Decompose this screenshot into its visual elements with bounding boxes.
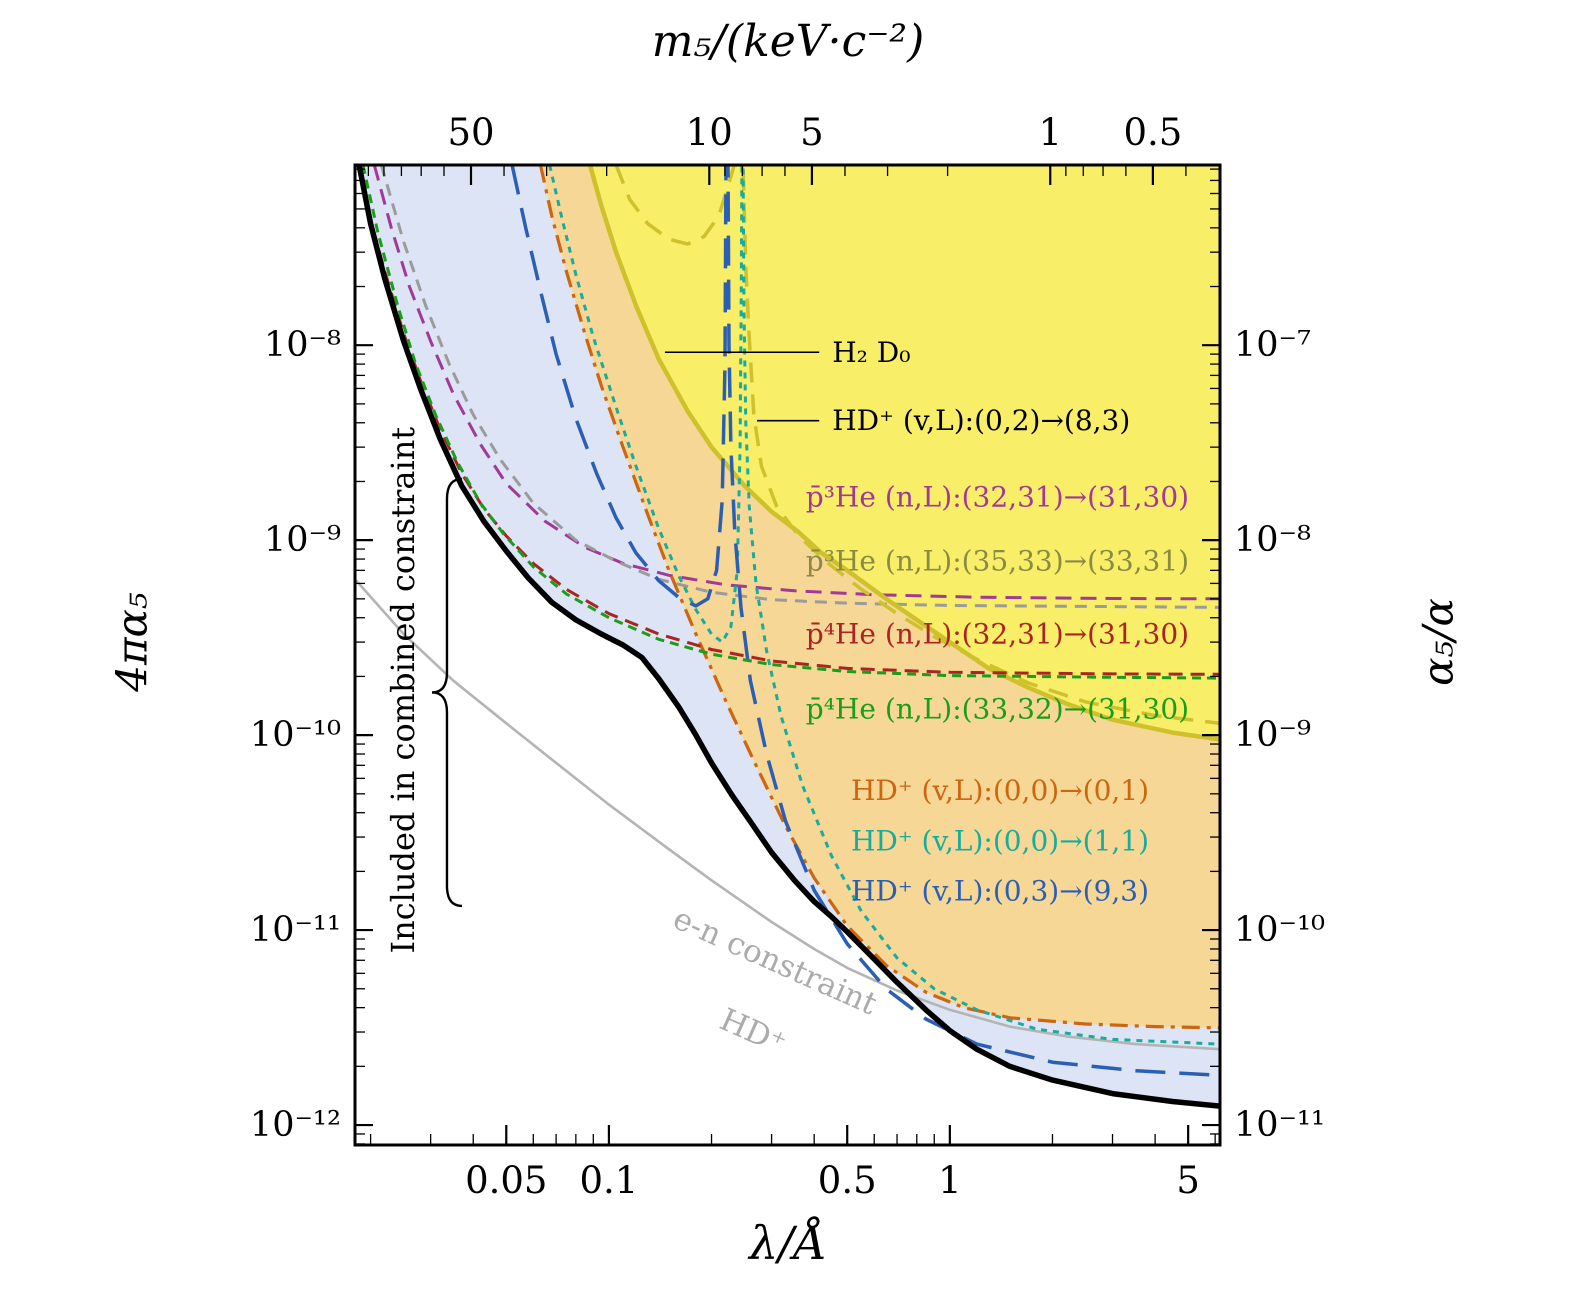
y-left-tick-label: 10⁻¹² bbox=[250, 1105, 341, 1145]
mass-tick-label: 50 bbox=[447, 111, 494, 154]
left-axis-title: 4πα₅ bbox=[107, 592, 157, 692]
label-included: Included in combined constraint bbox=[384, 427, 422, 954]
x-tick-label: 1 bbox=[938, 1159, 962, 1202]
label-p4he-3231: p̄⁴He (n,L):(32,31)→(31,30) bbox=[806, 618, 1189, 651]
right-axis-title: α₅/α bbox=[1413, 598, 1463, 686]
plot-area bbox=[355, 165, 1220, 1109]
axis-ticks bbox=[355, 165, 1220, 1145]
x-tick-label: 5 bbox=[1176, 1159, 1200, 1202]
mass-tick-label: 5 bbox=[800, 111, 824, 154]
y-left-tick-label: 10⁻¹⁰ bbox=[250, 715, 341, 755]
x-tick-label: 0.5 bbox=[818, 1159, 877, 1202]
curve-en_hd bbox=[355, 578, 1220, 1051]
curve-h2_d0 bbox=[587, 165, 1220, 742]
label-hd-0011: HD⁺ (v,L):(0,0)→(1,1) bbox=[851, 824, 1149, 857]
y-right-tick-label: 10⁻⁷ bbox=[1234, 325, 1311, 365]
label-hd-0001: HD⁺ (v,L):(0,0)→(0,1) bbox=[851, 774, 1149, 807]
mass-tick-label: 0.5 bbox=[1123, 111, 1182, 154]
label-hd-0283: HD⁺ (v,L):(0,2)→(8,3) bbox=[832, 404, 1130, 437]
curve-combined bbox=[356, 165, 1220, 1109]
mass-tick-label: 1 bbox=[1038, 111, 1062, 154]
y-left-tick-label: 10⁻¹¹ bbox=[250, 910, 341, 950]
y-right-tick-label: 10⁻¹⁰ bbox=[1234, 910, 1325, 950]
combined-brace bbox=[431, 477, 463, 908]
label-p3he-3533: p̄³He (n,L):(35,33)→(33,31) bbox=[806, 545, 1189, 578]
label-hd-0393: HD⁺ (v,L):(0,3)→(9,3) bbox=[851, 874, 1149, 907]
curve-p3he_3533 bbox=[379, 165, 1220, 609]
curve-p3he_3231 bbox=[372, 165, 1220, 601]
y-left-tick-label: 10⁻⁹ bbox=[264, 520, 341, 560]
top-axis-title: m₅/(keV·c⁻²) bbox=[651, 16, 925, 67]
label-p3he-3231: p̄³He (n,L):(32,31)→(31,30) bbox=[806, 481, 1189, 514]
y-right-tick-label: 10⁻¹¹ bbox=[1234, 1105, 1325, 1145]
curve-hd_0393 bbox=[510, 165, 1220, 1078]
curve-p4he_3231 bbox=[357, 165, 1220, 676]
curve-p4he_3332 bbox=[361, 165, 1220, 680]
plot-frame bbox=[353, 163, 1222, 1147]
x-tick-label: 0.1 bbox=[579, 1159, 638, 1202]
x-tick-label: 0.05 bbox=[465, 1159, 547, 1202]
curve-hd_0001 bbox=[538, 165, 1220, 1030]
bottom-axis-title: λ/Å bbox=[749, 1216, 827, 1270]
y-right-tick-label: 10⁻⁹ bbox=[1234, 715, 1311, 755]
y-right-tick-label: 10⁻⁸ bbox=[1234, 520, 1311, 560]
curve-hd_0011 bbox=[548, 165, 1220, 1046]
mass-tick-label: 10 bbox=[686, 111, 733, 154]
y-left-tick-label: 10⁻⁸ bbox=[264, 325, 341, 365]
label-p4he-3332: p̄⁴He (n,L):(33,32)→(31,30) bbox=[806, 693, 1189, 726]
label-h2-d0: H₂ D₀ bbox=[832, 336, 910, 369]
label-en-hd: HD⁺ bbox=[714, 1002, 791, 1063]
